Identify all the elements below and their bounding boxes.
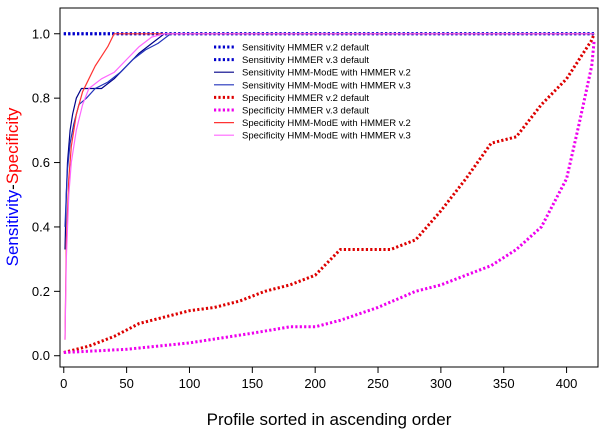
x-axis-title: Profile sorted in ascending order — [207, 410, 452, 429]
x-tick-label: 50 — [119, 376, 133, 391]
x-tick-label: 150 — [241, 376, 263, 391]
legend-label-specificity-hmm-mode-with-hmmer-v-3: Specificity HMM-ModE with HMMER v.3 — [242, 131, 411, 142]
y-axis-title: Sensitivity-Specificity — [3, 107, 22, 266]
y-tick-label: 0.0 — [32, 348, 50, 363]
legend-label-specificity-hmmer-v-3-default: Specificity HMMER v.3 default — [242, 106, 369, 117]
y-tick-label: 0.4 — [32, 219, 50, 234]
series-line-specificity-hmm-mode-with-hmmer-v-3 — [64, 33, 595, 340]
legend-label-specificity-hmm-mode-with-hmmer-v-2: Specificity HMM-ModE with HMMER v.2 — [242, 118, 411, 129]
legend-label-sensitivity-hmmer-v-2-default: Sensitivity HMMER v.2 default — [242, 43, 369, 54]
y-axis-title-separator: - — [3, 184, 22, 190]
axis-ticks: 0 50 100 150 200 250 300 350 400 0.0 0.2 0.4 0.6 0.8 1… — [32, 26, 578, 391]
x-tick-label: 350 — [493, 376, 515, 391]
y-axis-title-sensitivity: Sensitivity — [3, 189, 22, 266]
series-line-specificity-hmm-mode-with-hmmer-v-2 — [64, 33, 595, 340]
legend-label-specificity-hmmer-v-2-default: Specificity HMMER v.2 default — [242, 93, 369, 104]
legend-label-sensitivity-hmmer-v-3-default: Sensitivity HMMER v.3 default — [242, 55, 369, 66]
y-tick-label: 1.0 — [32, 26, 50, 41]
x-tick-label: 400 — [556, 376, 578, 391]
series-line-specificity-hmmer-v-2-default — [63, 33, 596, 354]
plot-frame — [59, 7, 599, 368]
y-tick-label: 0.6 — [32, 155, 50, 170]
x-tick-label: 300 — [430, 376, 452, 391]
legend-label-sensitivity-hmm-mode-with-hmmer-v-2: Sensitivity HMM-ModE with HMMER v.2 — [242, 68, 411, 79]
legend-label-sensitivity-hmm-mode-with-hmmer-v-3: Sensitivity HMM-ModE with HMMER v.3 — [242, 80, 411, 91]
series-layer — [63, 32, 596, 354]
x-tick-label: 250 — [367, 376, 389, 391]
legend: Sensitivity HMMER v.2 defaultSensitivity… — [214, 43, 411, 142]
x-tick-label: 100 — [179, 376, 201, 391]
x-tick-label: 0 — [60, 376, 67, 391]
series-line-sensitivity-hmm-mode-with-hmmer-v-3 — [64, 33, 595, 227]
x-tick-label: 200 — [304, 376, 326, 391]
y-tick-label: 0.2 — [32, 284, 50, 299]
y-tick-label: 0.8 — [32, 91, 50, 106]
y-axis-title-specificity: Specificity — [3, 107, 22, 184]
